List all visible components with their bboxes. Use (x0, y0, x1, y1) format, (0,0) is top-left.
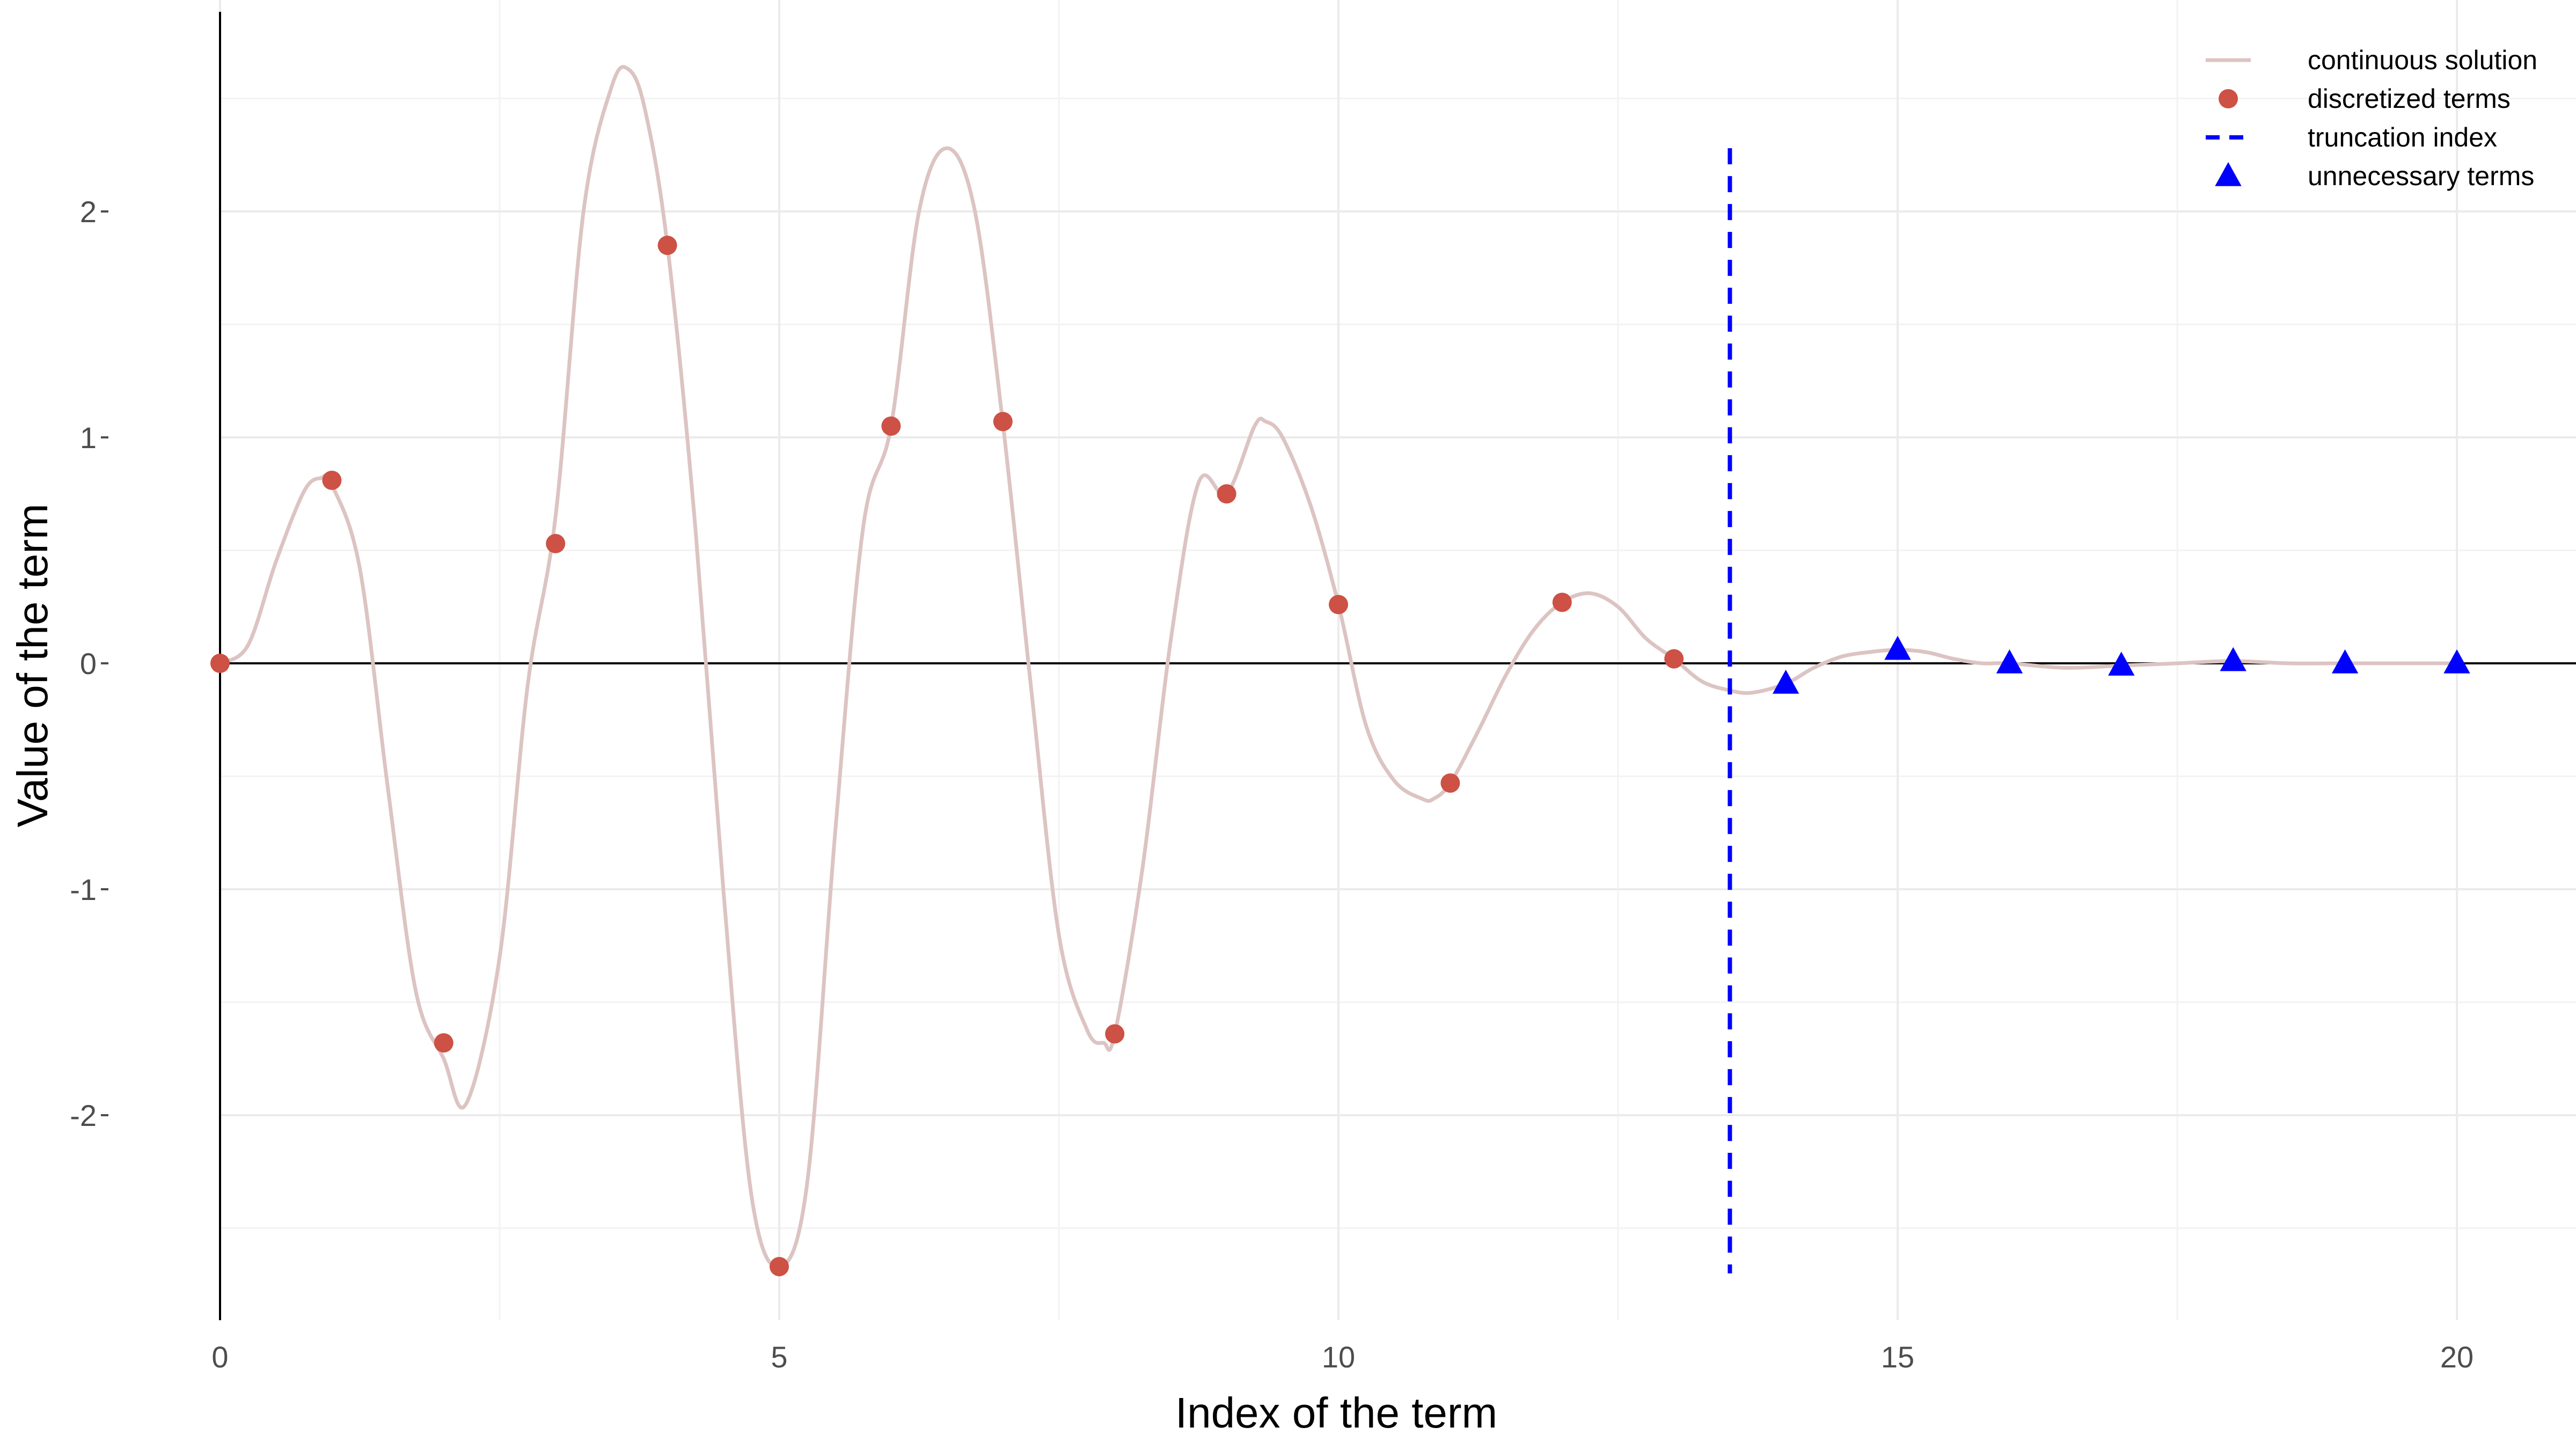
y-axis-title: Value of the term (9, 503, 56, 827)
y-tick-label: 1 (80, 421, 97, 455)
legend-key-circle (2219, 89, 2238, 108)
unnecessary-term-point (1772, 669, 1799, 694)
legend-item: truncation index (2206, 122, 2497, 152)
discretized-term-point (210, 654, 230, 673)
discretized-term-point (1552, 592, 1572, 612)
x-tick-label: 10 (1322, 1340, 1355, 1374)
x-axis-title: Index of the term (1175, 1389, 1497, 1437)
x-tick-label: 5 (771, 1340, 787, 1374)
discretized-term-point (1217, 484, 1236, 504)
tick-labels: 0 5 10 15 20 -2 -1 0 1 2 (70, 195, 2473, 1374)
y-tick-label: 0 (80, 647, 97, 680)
discretized-term-point (1440, 773, 1460, 793)
discretized-term-point (1105, 1024, 1125, 1044)
plot-area (210, 65, 2470, 1277)
discretized-term-point (993, 412, 1013, 431)
legend-item: discretized terms (2219, 84, 2511, 114)
discretized-term-point (546, 533, 566, 553)
x-tick-label: 0 (211, 1340, 228, 1374)
x-tick-label: 15 (1881, 1340, 1914, 1374)
legend-label: unnecessary terms (2308, 161, 2534, 191)
y-tick-label: -1 (70, 873, 97, 906)
unnecessary-term-point (2331, 649, 2359, 674)
discretized-term-point (770, 1257, 789, 1277)
unnecessary-term-point (1884, 635, 1911, 660)
legend-item: unnecessary terms (2215, 161, 2534, 191)
unnecessary-term-point (1996, 649, 2023, 674)
unnecessary-term-point (2220, 647, 2246, 671)
unnecessary-term-point (2443, 649, 2470, 674)
discretized-term-point (1329, 595, 1348, 614)
legend: continuous solution discretized terms trun… (2206, 45, 2537, 191)
unnecessary-term-point (2108, 652, 2135, 676)
legend-label: truncation index (2308, 122, 2497, 152)
discretized-term-point (881, 416, 901, 436)
discretized-term-point (322, 470, 342, 490)
legend-label: continuous solution (2308, 45, 2537, 75)
x-tick-label: 20 (2440, 1340, 2473, 1374)
legend-label: discretized terms (2308, 84, 2511, 114)
y-tick-label: 2 (80, 195, 97, 229)
discretized-term-point (1664, 649, 1684, 669)
discretized-term-point (434, 1033, 453, 1053)
y-tick-label: -2 (70, 1099, 97, 1132)
legend-item: continuous solution (2206, 45, 2537, 75)
legend-key-triangle (2215, 162, 2242, 186)
continuous-solution-line (219, 65, 2457, 1269)
discretized-term-point (657, 236, 677, 255)
